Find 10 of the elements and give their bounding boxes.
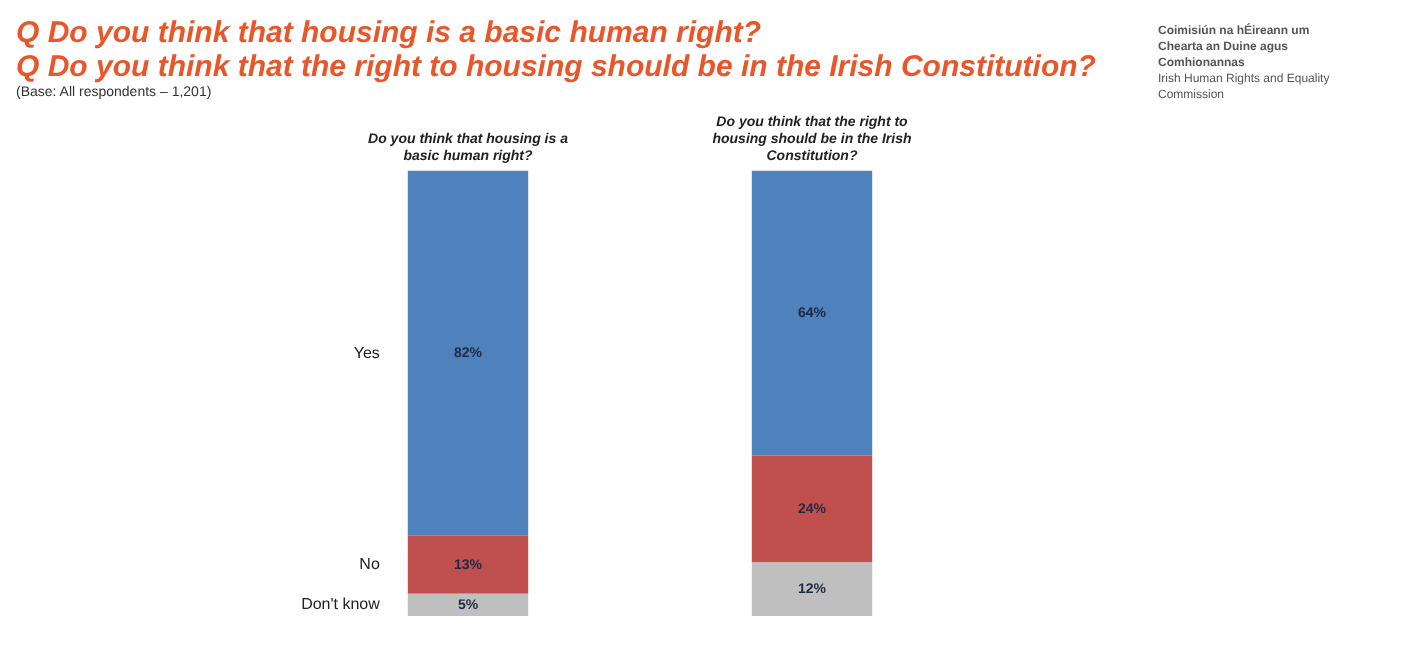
bar [407, 593, 529, 616]
bar [751, 170, 873, 456]
series-label: No [359, 555, 381, 574]
series-label: Yes [353, 343, 380, 362]
series-label: Don't know [301, 595, 381, 614]
chart-title: Q Do you think that housing is a basic human right? Q Do you think that the right to housing should be in the Irish Constitution? [16, 16, 1096, 84]
bar [407, 535, 529, 594]
bar [751, 455, 873, 563]
bar [407, 170, 529, 536]
bar [751, 562, 873, 616]
